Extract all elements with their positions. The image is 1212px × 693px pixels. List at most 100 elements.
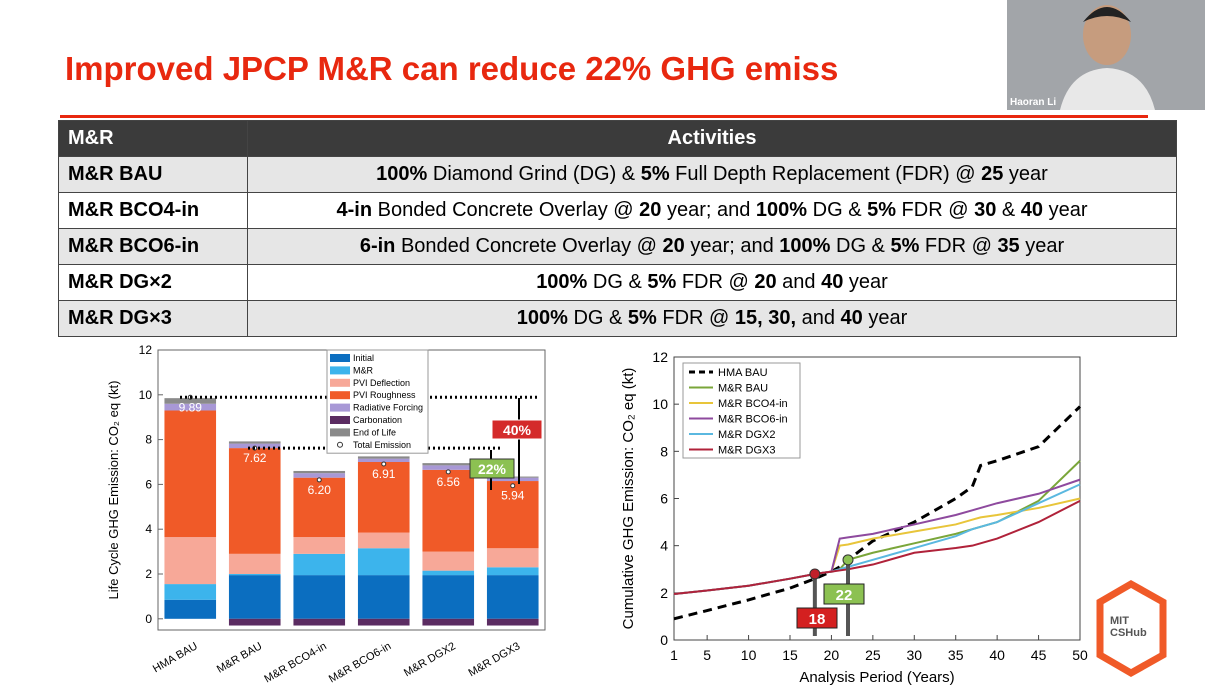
activity-text: year bbox=[862, 307, 908, 329]
activity-text: and bbox=[776, 271, 822, 293]
bar-segment bbox=[422, 618, 475, 626]
activity-text: 40 bbox=[821, 271, 844, 293]
y-tick-label: 12 bbox=[139, 343, 153, 357]
bar-segment bbox=[422, 575, 475, 619]
legend-swatch bbox=[330, 416, 350, 424]
activity-text: 20 bbox=[754, 271, 777, 293]
table-row: M&R DG×3 100% DG & 5% FDR @ 15, 30, and 4… bbox=[58, 300, 1177, 337]
total-marker bbox=[510, 483, 516, 489]
x-tick-label: 15 bbox=[782, 647, 798, 663]
bar-segment bbox=[357, 548, 410, 576]
bar-segment bbox=[357, 458, 410, 462]
legend-label: Radiative Forcing bbox=[353, 403, 423, 413]
bar-segment bbox=[228, 618, 281, 626]
legend-label: PVI Deflection bbox=[353, 378, 410, 388]
activity-text: Diamond Grind (DG) & bbox=[427, 163, 641, 185]
activity-text: Bonded Concrete Overlay @ bbox=[372, 199, 640, 221]
x-tick-label: 10 bbox=[741, 647, 757, 663]
activity-text: FDR @ bbox=[656, 307, 735, 329]
activity-text: year; and bbox=[661, 199, 756, 221]
x-tick-label: M&R BCO4-in bbox=[262, 640, 328, 685]
table-header: M&R Activities bbox=[58, 120, 1177, 157]
bar-segment bbox=[422, 469, 475, 552]
annotation: 22 bbox=[836, 587, 853, 604]
row-activities: 100% DG & 5% FDR @ 15, 30, and 40 year bbox=[247, 300, 1177, 337]
row-activities: 4-in Bonded Concrete Overlay @ 20 year; … bbox=[247, 192, 1177, 229]
bar-segment bbox=[293, 553, 346, 576]
activity-text: 15, 30, bbox=[734, 307, 797, 329]
bar-segment bbox=[357, 575, 410, 619]
bar-segment bbox=[293, 470, 346, 474]
bar-segment bbox=[164, 537, 217, 585]
x-axis-label: Analysis Period (Years) bbox=[799, 669, 954, 686]
bar-segment bbox=[293, 618, 346, 626]
webcam-body bbox=[1060, 68, 1155, 110]
legend-label: M&R bbox=[353, 365, 374, 375]
bar-segment bbox=[293, 477, 346, 538]
bar-segment bbox=[357, 456, 410, 459]
legend-swatch bbox=[330, 366, 350, 375]
y-tick-label: 0 bbox=[145, 612, 152, 626]
bar-segment bbox=[228, 575, 281, 619]
total-label: 6.56 bbox=[437, 475, 461, 489]
legend-label: M&R BCO4-in bbox=[718, 398, 788, 410]
activity-text: 4-in bbox=[336, 199, 373, 221]
x-tick-label: 30 bbox=[906, 647, 922, 663]
bar-segment bbox=[228, 574, 281, 576]
activity-text: 40 bbox=[1020, 199, 1044, 221]
activity-text: year bbox=[1019, 235, 1065, 257]
legend-label: M&R DGX3 bbox=[718, 445, 775, 457]
annotation: 40% bbox=[503, 422, 532, 438]
legend-label: M&R DGX2 bbox=[718, 429, 775, 441]
legend-label: M&R BAU bbox=[718, 383, 768, 395]
y-tick-label: 10 bbox=[652, 396, 668, 412]
bar-segment bbox=[293, 575, 346, 619]
y-tick-label: 0 bbox=[660, 632, 668, 648]
total-label: 5.94 bbox=[501, 489, 525, 503]
y-tick-label: 2 bbox=[660, 585, 668, 601]
y-axis-label: Cumulative GHG Emission: CO₂ eq (kt) bbox=[620, 368, 637, 630]
y-tick-label: 12 bbox=[652, 349, 668, 365]
row-name: M&R BAU bbox=[58, 156, 248, 193]
bar-segment bbox=[164, 599, 217, 619]
bar-segment bbox=[486, 575, 539, 619]
column-header: M&R bbox=[58, 120, 248, 157]
activity-text: 5% bbox=[890, 235, 920, 257]
activity-text: year bbox=[843, 271, 888, 293]
total-marker bbox=[316, 477, 322, 483]
annotation-box bbox=[796, 607, 838, 629]
legend-swatch bbox=[330, 391, 350, 400]
legend-swatch bbox=[330, 378, 350, 387]
annotation: 18 bbox=[809, 611, 826, 628]
webcam-face bbox=[1083, 5, 1131, 65]
x-tick-label: 40 bbox=[989, 647, 1005, 663]
activity-text: 5% bbox=[640, 163, 670, 185]
total-label: 6.91 bbox=[372, 467, 396, 481]
legend-label: End of Life bbox=[353, 427, 396, 437]
total-label: 7.62 bbox=[243, 451, 267, 465]
activity-text: FDR @ bbox=[896, 199, 975, 221]
bar-segment bbox=[486, 548, 539, 568]
y-tick-label: 4 bbox=[660, 538, 668, 554]
activity-text: DG & bbox=[830, 235, 891, 257]
bar-segment bbox=[164, 403, 217, 411]
activity-text: 35 bbox=[997, 235, 1020, 257]
legend bbox=[682, 362, 801, 459]
annotation-box bbox=[469, 458, 515, 479]
bar-segment bbox=[357, 532, 410, 549]
activity-text: 5% bbox=[647, 271, 677, 293]
legend-label: Initial bbox=[353, 353, 374, 363]
y-tick-label: 8 bbox=[660, 443, 668, 459]
y-tick-label: 2 bbox=[145, 567, 152, 581]
column-header: Activities bbox=[247, 120, 1177, 157]
x-tick-label: M&R DGX3 bbox=[466, 640, 522, 679]
bar-segment bbox=[357, 462, 410, 533]
y-tick-label: 6 bbox=[145, 477, 152, 491]
activity-text: 30 bbox=[974, 199, 997, 221]
logo-text: CSHub bbox=[1110, 627, 1147, 639]
row-name: M&R DG×3 bbox=[58, 300, 248, 337]
bar-segment bbox=[357, 618, 410, 626]
bar-segment bbox=[422, 570, 475, 576]
slide-title: Improved JPCP M&R can reduce 22% GHG emi… bbox=[65, 50, 839, 87]
legend-label: Carbonation bbox=[353, 415, 402, 425]
